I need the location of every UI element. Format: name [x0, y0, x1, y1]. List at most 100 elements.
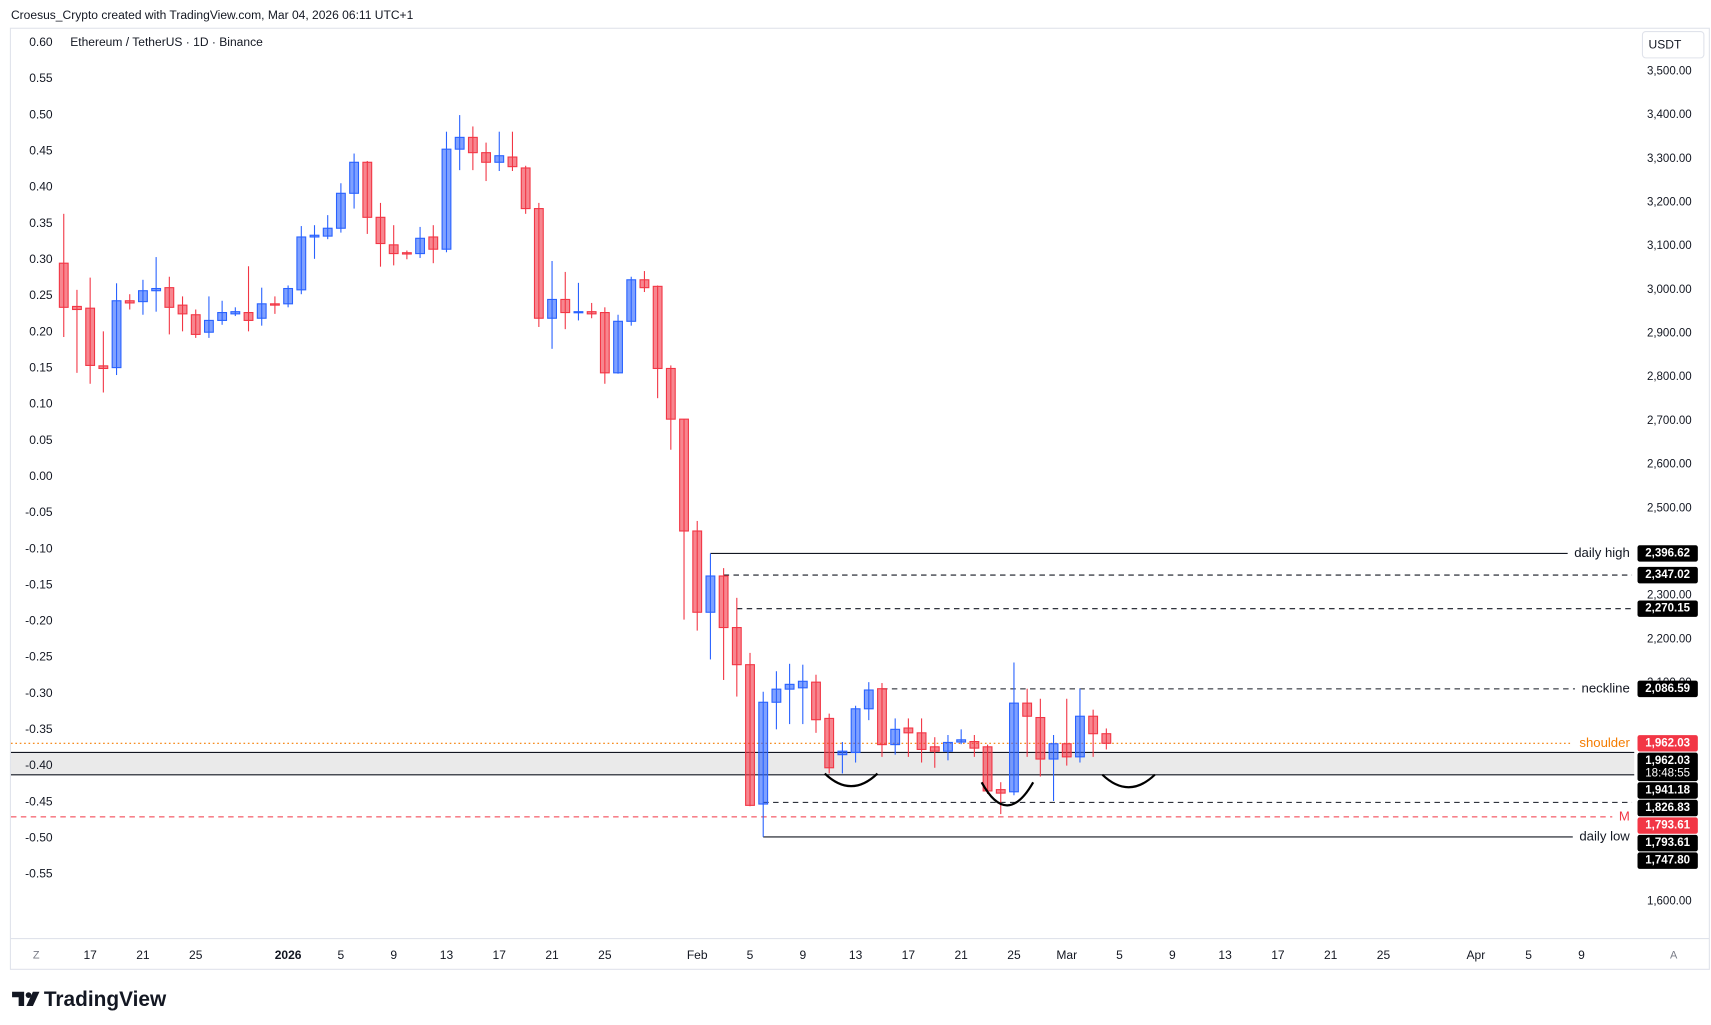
x-tick-label: 13: [849, 948, 863, 962]
price-tag: [1637, 545, 1698, 562]
button[interactable]: A: [1670, 949, 1678, 961]
price-tag-label: 2,270.15: [1645, 603, 1690, 615]
price-tag-label: 1,793.61: [1645, 820, 1690, 832]
candle-body: [375, 216, 386, 245]
candle-body: [309, 234, 320, 238]
candle-body: [1009, 702, 1019, 793]
x-tick-label: Apr: [1466, 948, 1485, 962]
candle-body: [797, 680, 808, 689]
y2-tick-label: 0.20: [29, 324, 53, 338]
x-tick-label: 13: [440, 948, 454, 962]
y2-tick-label: 0.45: [29, 144, 53, 158]
logo-dot: [25, 992, 32, 998]
price-tag-label: 1,941.18: [1645, 785, 1690, 797]
x-tick-label: 25: [598, 948, 612, 962]
candle-body: [283, 287, 294, 305]
price-tag-label: 1,962.03: [1645, 737, 1690, 749]
candle-body: [401, 252, 412, 255]
y2-tick-label: 0.35: [29, 216, 53, 230]
candle-body: [520, 167, 531, 210]
price-tag-label: 2,086.59: [1645, 683, 1690, 695]
x-tick-label: 25: [1007, 948, 1021, 962]
level-text: shoulder: [1579, 735, 1630, 750]
candle-body: [1088, 715, 1099, 735]
candle-body: [639, 279, 650, 289]
plot: [10, 115, 1635, 838]
x-tick-label: 5: [747, 948, 754, 962]
candle-body: [203, 319, 214, 333]
candle-body: [507, 156, 518, 168]
candle-body: [230, 311, 241, 315]
level-text: M: [1619, 808, 1630, 823]
y2-tick-label: 0.40: [29, 180, 53, 194]
candle-body: [679, 418, 689, 532]
candle-body: [190, 314, 201, 335]
candle-body: [613, 320, 623, 374]
candle-body: [349, 161, 360, 194]
price-tag: [1637, 852, 1698, 869]
y-tick-label: 3,400.00: [1647, 109, 1692, 121]
y2-tick-label: -0.05: [25, 505, 53, 519]
candle-body: [362, 161, 373, 218]
candle-body: [441, 148, 452, 250]
candle-body: [784, 683, 795, 690]
candle-body: [1101, 733, 1112, 744]
countdown: 18:48:55: [1645, 768, 1690, 780]
x-tick-label: 21: [1324, 948, 1338, 962]
left-shoulder-arc: [824, 772, 879, 788]
y-tick-label: 3,000.00: [1647, 284, 1692, 296]
candle-body: [956, 739, 967, 743]
level-text: daily low: [1579, 828, 1630, 843]
y2-tick-label: -0.10: [25, 541, 53, 555]
candle-body: [652, 285, 663, 370]
unit-box[interactable]: [1641, 31, 1705, 59]
y2-tick-label: -0.20: [25, 614, 53, 628]
y2-tick-label: -0.45: [25, 794, 53, 808]
price-tag: [1637, 782, 1698, 799]
y2-tick-label: 0.25: [29, 288, 53, 302]
candle-body: [560, 298, 571, 314]
y-tick-label: 3,500.00: [1647, 65, 1692, 77]
x-tick-label: 2026: [275, 948, 302, 962]
candle-body: [890, 728, 901, 746]
y-tick-label: 2,200.00: [1647, 633, 1692, 645]
candle-body: [58, 262, 69, 308]
candle-body: [1022, 702, 1033, 717]
price-tag: [1637, 834, 1698, 852]
candle-body: [599, 312, 610, 374]
candle-body: [467, 136, 478, 154]
x-tick-label: 17: [493, 948, 507, 962]
unit[interactable]: USDT: [1649, 37, 1682, 51]
candle-body: [164, 287, 175, 308]
price-tag-label: 1,793.61: [1645, 837, 1690, 849]
candle-body: [1048, 743, 1059, 760]
y2-tick-label: 0.60: [29, 35, 53, 49]
y-tick-label: 3,300.00: [1647, 153, 1692, 165]
candle-body: [494, 155, 505, 163]
candle-body: [850, 708, 861, 754]
y2-tick-label: 0.05: [29, 433, 53, 447]
candle-body: [269, 303, 280, 306]
price-tag-label: 1,962.03: [1645, 755, 1690, 767]
brand-logo: [12, 991, 40, 1007]
candle-body: [1061, 743, 1072, 758]
x-tick-label: 9: [1578, 948, 1585, 962]
y-tick-label: 3,200.00: [1647, 197, 1692, 209]
price-tag: [1637, 600, 1698, 617]
button[interactable]: Z: [33, 949, 40, 961]
candle-body: [745, 664, 755, 806]
head-arc: [980, 781, 1035, 807]
candle-body: [72, 305, 82, 311]
y2-tick-label: -0.55: [25, 867, 53, 881]
candle-body: [322, 227, 333, 237]
y2-tick-label: -0.40: [25, 758, 53, 772]
candle-body: [573, 311, 584, 314]
candle-body: [296, 236, 307, 291]
candle-body: [243, 312, 254, 321]
price-tag-label: 2,347.02: [1645, 569, 1690, 581]
x-tick-label: 17: [83, 948, 97, 962]
x-tick-label: 5: [1525, 948, 1532, 962]
y2-tick-label: 0.30: [29, 252, 53, 266]
candle-body: [111, 300, 122, 369]
